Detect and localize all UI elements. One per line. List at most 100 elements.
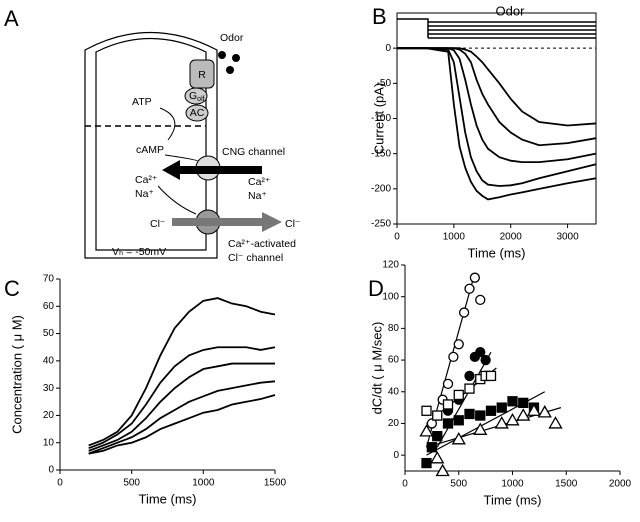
point (432, 410, 443, 421)
odor-dot (218, 51, 226, 59)
point (475, 410, 486, 421)
point (448, 351, 459, 363)
arrow (157, 185, 197, 215)
y-tick-label: 70 (43, 274, 55, 285)
point (453, 415, 464, 426)
point (430, 451, 445, 464)
point (475, 347, 486, 358)
y-tick-label: -100 (371, 113, 391, 124)
x-tick-label: 0 (57, 478, 63, 489)
odor-label: Odor (220, 32, 244, 44)
y-tick-label: -50 (377, 78, 392, 89)
point (464, 370, 475, 382)
panel-label: D (368, 276, 384, 301)
point (518, 397, 529, 409)
trace (397, 47, 597, 201)
cacl-label: Cl⁻ channel (228, 252, 283, 264)
point (464, 383, 475, 394)
x-tick-label: 2000 (609, 479, 632, 490)
point (516, 408, 531, 421)
y-tick-label: 20 (43, 410, 55, 421)
trace (397, 47, 597, 147)
y-tick-label: 20 (388, 418, 400, 429)
cacl-label: Ca²⁺-activated (228, 238, 296, 250)
annotation: Odor (496, 3, 526, 18)
ca-in: Ca²⁺ (135, 174, 158, 186)
na-in: Na⁺ (135, 188, 154, 200)
g-sub: olf (197, 96, 204, 103)
y-tick-label: 80 (388, 323, 400, 334)
point (421, 405, 432, 416)
cl-in: Cl⁻ (150, 218, 166, 230)
y-tick-label: 60 (43, 301, 55, 312)
cng-label: CNG channel (222, 146, 285, 158)
y-tick-label: 10 (43, 437, 55, 448)
arrow (164, 154, 201, 163)
trace (88, 346, 276, 450)
x-axis-label: Time (ms) (483, 492, 541, 507)
na-out: Na⁺ (248, 190, 267, 202)
fit-line (436, 351, 492, 448)
point (548, 416, 563, 429)
point (505, 412, 520, 426)
trace (88, 297, 276, 447)
y-tick-label: -200 (371, 183, 391, 194)
cell-outline (84, 31, 218, 259)
y-axis-label: dC/dt ( μ M/sec) (369, 322, 384, 415)
cng-arrow (162, 160, 262, 180)
ca-out: Ca²⁺ (248, 176, 271, 188)
point (464, 408, 475, 420)
x-tick-label: 3000 (556, 232, 579, 243)
cl-out: Cl⁻ (285, 218, 301, 230)
y-axis-label: Current (pA) (371, 83, 386, 155)
point (485, 370, 497, 382)
point (451, 431, 466, 445)
y-tick-label: 0 (385, 43, 391, 54)
x-tick-label: 0 (402, 479, 408, 490)
y-tick-label: 60 (388, 355, 400, 366)
y-tick-label: 50 (43, 328, 55, 339)
trace (88, 362, 275, 452)
g-text: G (189, 90, 197, 102)
point (453, 339, 464, 350)
camp-label: cAMP (136, 144, 164, 156)
point (537, 405, 552, 418)
trace (397, 47, 597, 164)
x-tick-label: 1500 (555, 479, 578, 490)
panel-label: A (4, 6, 19, 31)
receptor (189, 59, 215, 89)
point (442, 378, 454, 389)
point (526, 403, 542, 416)
point (458, 307, 470, 318)
y-tick-label: -150 (371, 148, 391, 159)
point (419, 424, 434, 437)
point (426, 442, 438, 453)
x-tick-label: 500 (450, 479, 467, 490)
point (421, 457, 432, 469)
point (507, 396, 518, 407)
point (494, 416, 509, 429)
point (464, 283, 475, 294)
g-label: Golf (189, 90, 205, 103)
x-tick-label: 1000 (501, 479, 524, 490)
y-tick-label: 30 (43, 383, 55, 394)
y-tick-label: 40 (43, 355, 55, 366)
point (435, 463, 450, 477)
x-tick-label: 1000 (192, 478, 215, 489)
point (426, 418, 438, 429)
point (432, 430, 443, 442)
x-tick-label: 0 (394, 232, 400, 243)
y-axis-label: Concentration ( μ M) (9, 315, 24, 434)
y-tick-label: 0 (48, 465, 54, 476)
vh-label: Vₕ = -50mV (112, 246, 166, 258)
point (442, 399, 454, 410)
panel-label: C (4, 276, 20, 301)
point (469, 272, 481, 283)
odor-dot (226, 66, 234, 74)
y-tick-label: -250 (371, 219, 391, 230)
arrow (159, 107, 176, 141)
y-tick-label: 100 (382, 291, 399, 302)
point (442, 418, 454, 429)
stimulus-step (397, 18, 429, 38)
